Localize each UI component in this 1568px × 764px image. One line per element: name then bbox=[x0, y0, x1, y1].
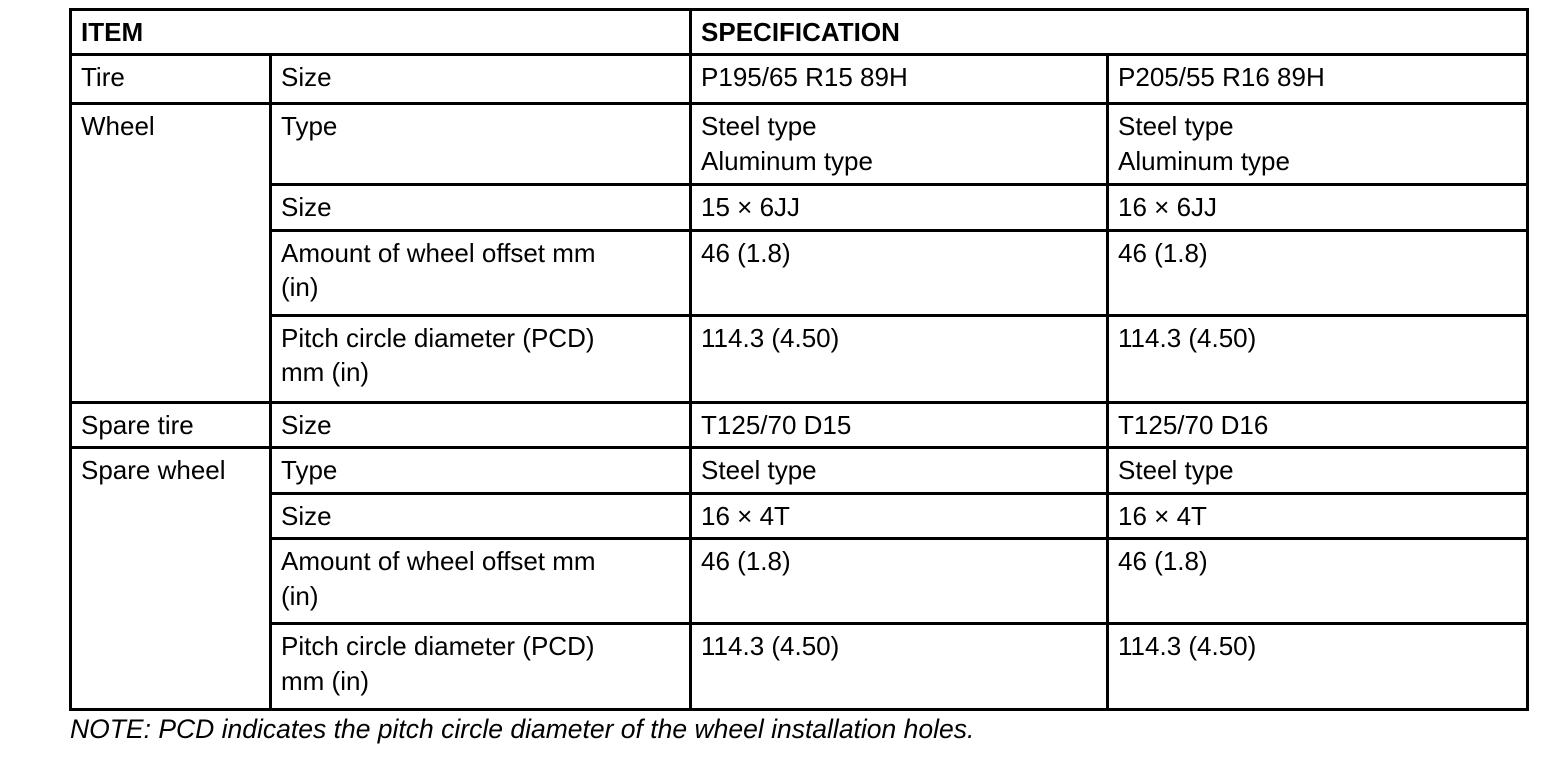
attribute-cell: Size bbox=[268, 400, 693, 449]
attribute-cell: Type bbox=[268, 102, 693, 187]
spec-cell-2: 16 × 6JJ bbox=[1106, 183, 1530, 232]
spec-cell-2: Steel type Aluminum type bbox=[1106, 102, 1530, 187]
spec-cell-1: T125/70 D15 bbox=[689, 400, 1110, 449]
item-cell: Wheel bbox=[69, 102, 272, 404]
attribute-cell: Pitch circle diameter (PCD) mm (in) bbox=[268, 313, 693, 404]
table-row-wheel-offset: Amount of wheel offset mm (in) 46 (1.8) … bbox=[71, 228, 1530, 317]
spec-cell-1: 114.3 (4.50) bbox=[689, 622, 1110, 712]
attribute-cell: Size bbox=[268, 183, 693, 232]
attribute-cell: Pitch circle diameter (PCD) mm (in) bbox=[268, 622, 693, 712]
attribute-cell: Size bbox=[268, 53, 693, 106]
attribute-cell: Amount of wheel offset mm (in) bbox=[268, 537, 693, 626]
spec-cell-2: 114.3 (4.50) bbox=[1106, 622, 1530, 712]
item-cell: Spare tire bbox=[69, 400, 272, 449]
attribute-cell: Type bbox=[268, 445, 693, 495]
pcd-note-text: NOTE: PCD indicates the pitch circle dia… bbox=[70, 714, 975, 744]
spec-cell-1: 16 × 4T bbox=[689, 491, 1110, 541]
spec-cell-2: 16 × 4T bbox=[1106, 491, 1530, 541]
spec-cell-1: P195/65 R15 89H bbox=[689, 53, 1110, 106]
item-header-cell: ITEM bbox=[68, 7, 693, 57]
table-row-spare-wheel-size: Size 16 × 4T 16 × 4T bbox=[71, 491, 1530, 541]
spec-cell-1: 46 (1.8) bbox=[689, 228, 1110, 317]
tire-wheel-spec-table: ITEM SPECIFICATION Tire Size P195/65 R15… bbox=[68, 7, 1530, 712]
attribute-cell: Amount of wheel offset mm (in) bbox=[268, 228, 693, 317]
spec-cell-1: 15 × 6JJ bbox=[689, 183, 1110, 232]
table-row-spare-wheel-type: Spare wheel Type Steel type Steel type bbox=[69, 445, 1530, 712]
spec-cell-1: 114.3 (4.50) bbox=[689, 313, 1110, 404]
table-header-row: ITEM SPECIFICATION bbox=[68, 7, 1530, 57]
table-row-tire-size: Tire Size P195/65 R15 89H P205/55 R16 89… bbox=[69, 53, 1530, 106]
spec-cell-2: Steel type bbox=[1106, 445, 1530, 495]
table-row-wheel-type: Wheel Type Steel type Aluminum type Stee… bbox=[69, 102, 1530, 404]
item-cell: Spare wheel bbox=[69, 445, 272, 712]
table-row-wheel-size: Size 15 × 6JJ 16 × 6JJ bbox=[71, 183, 1530, 232]
spec-cell-2: 114.3 (4.50) bbox=[1106, 313, 1530, 404]
specification-header-cell: SPECIFICATION bbox=[689, 7, 1530, 57]
attribute-cell: Size bbox=[268, 491, 693, 541]
table-row-spare-wheel-pcd: Pitch circle diameter (PCD) mm (in) 114.… bbox=[71, 622, 1530, 712]
spec-cell-2: 46 (1.8) bbox=[1106, 228, 1530, 317]
table-row-spare-tire-size: Spare tire Size T125/70 D15 T125/70 D16 bbox=[69, 400, 1530, 449]
table-row-wheel-pcd: Pitch circle diameter (PCD) mm (in) 114.… bbox=[71, 313, 1530, 404]
spec-cell-1: Steel type bbox=[689, 445, 1110, 495]
spec-cell-2: 46 (1.8) bbox=[1106, 537, 1530, 626]
spec-cell-2: T125/70 D16 bbox=[1106, 400, 1530, 449]
spec-cell-1: Steel type Aluminum type bbox=[689, 102, 1110, 187]
item-cell: Tire bbox=[69, 53, 272, 106]
table-row-spare-wheel-offset: Amount of wheel offset mm (in) 46 (1.8) … bbox=[71, 537, 1530, 626]
spec-cell-1: 46 (1.8) bbox=[689, 537, 1110, 626]
spec-cell-2: P205/55 R16 89H bbox=[1106, 53, 1530, 106]
